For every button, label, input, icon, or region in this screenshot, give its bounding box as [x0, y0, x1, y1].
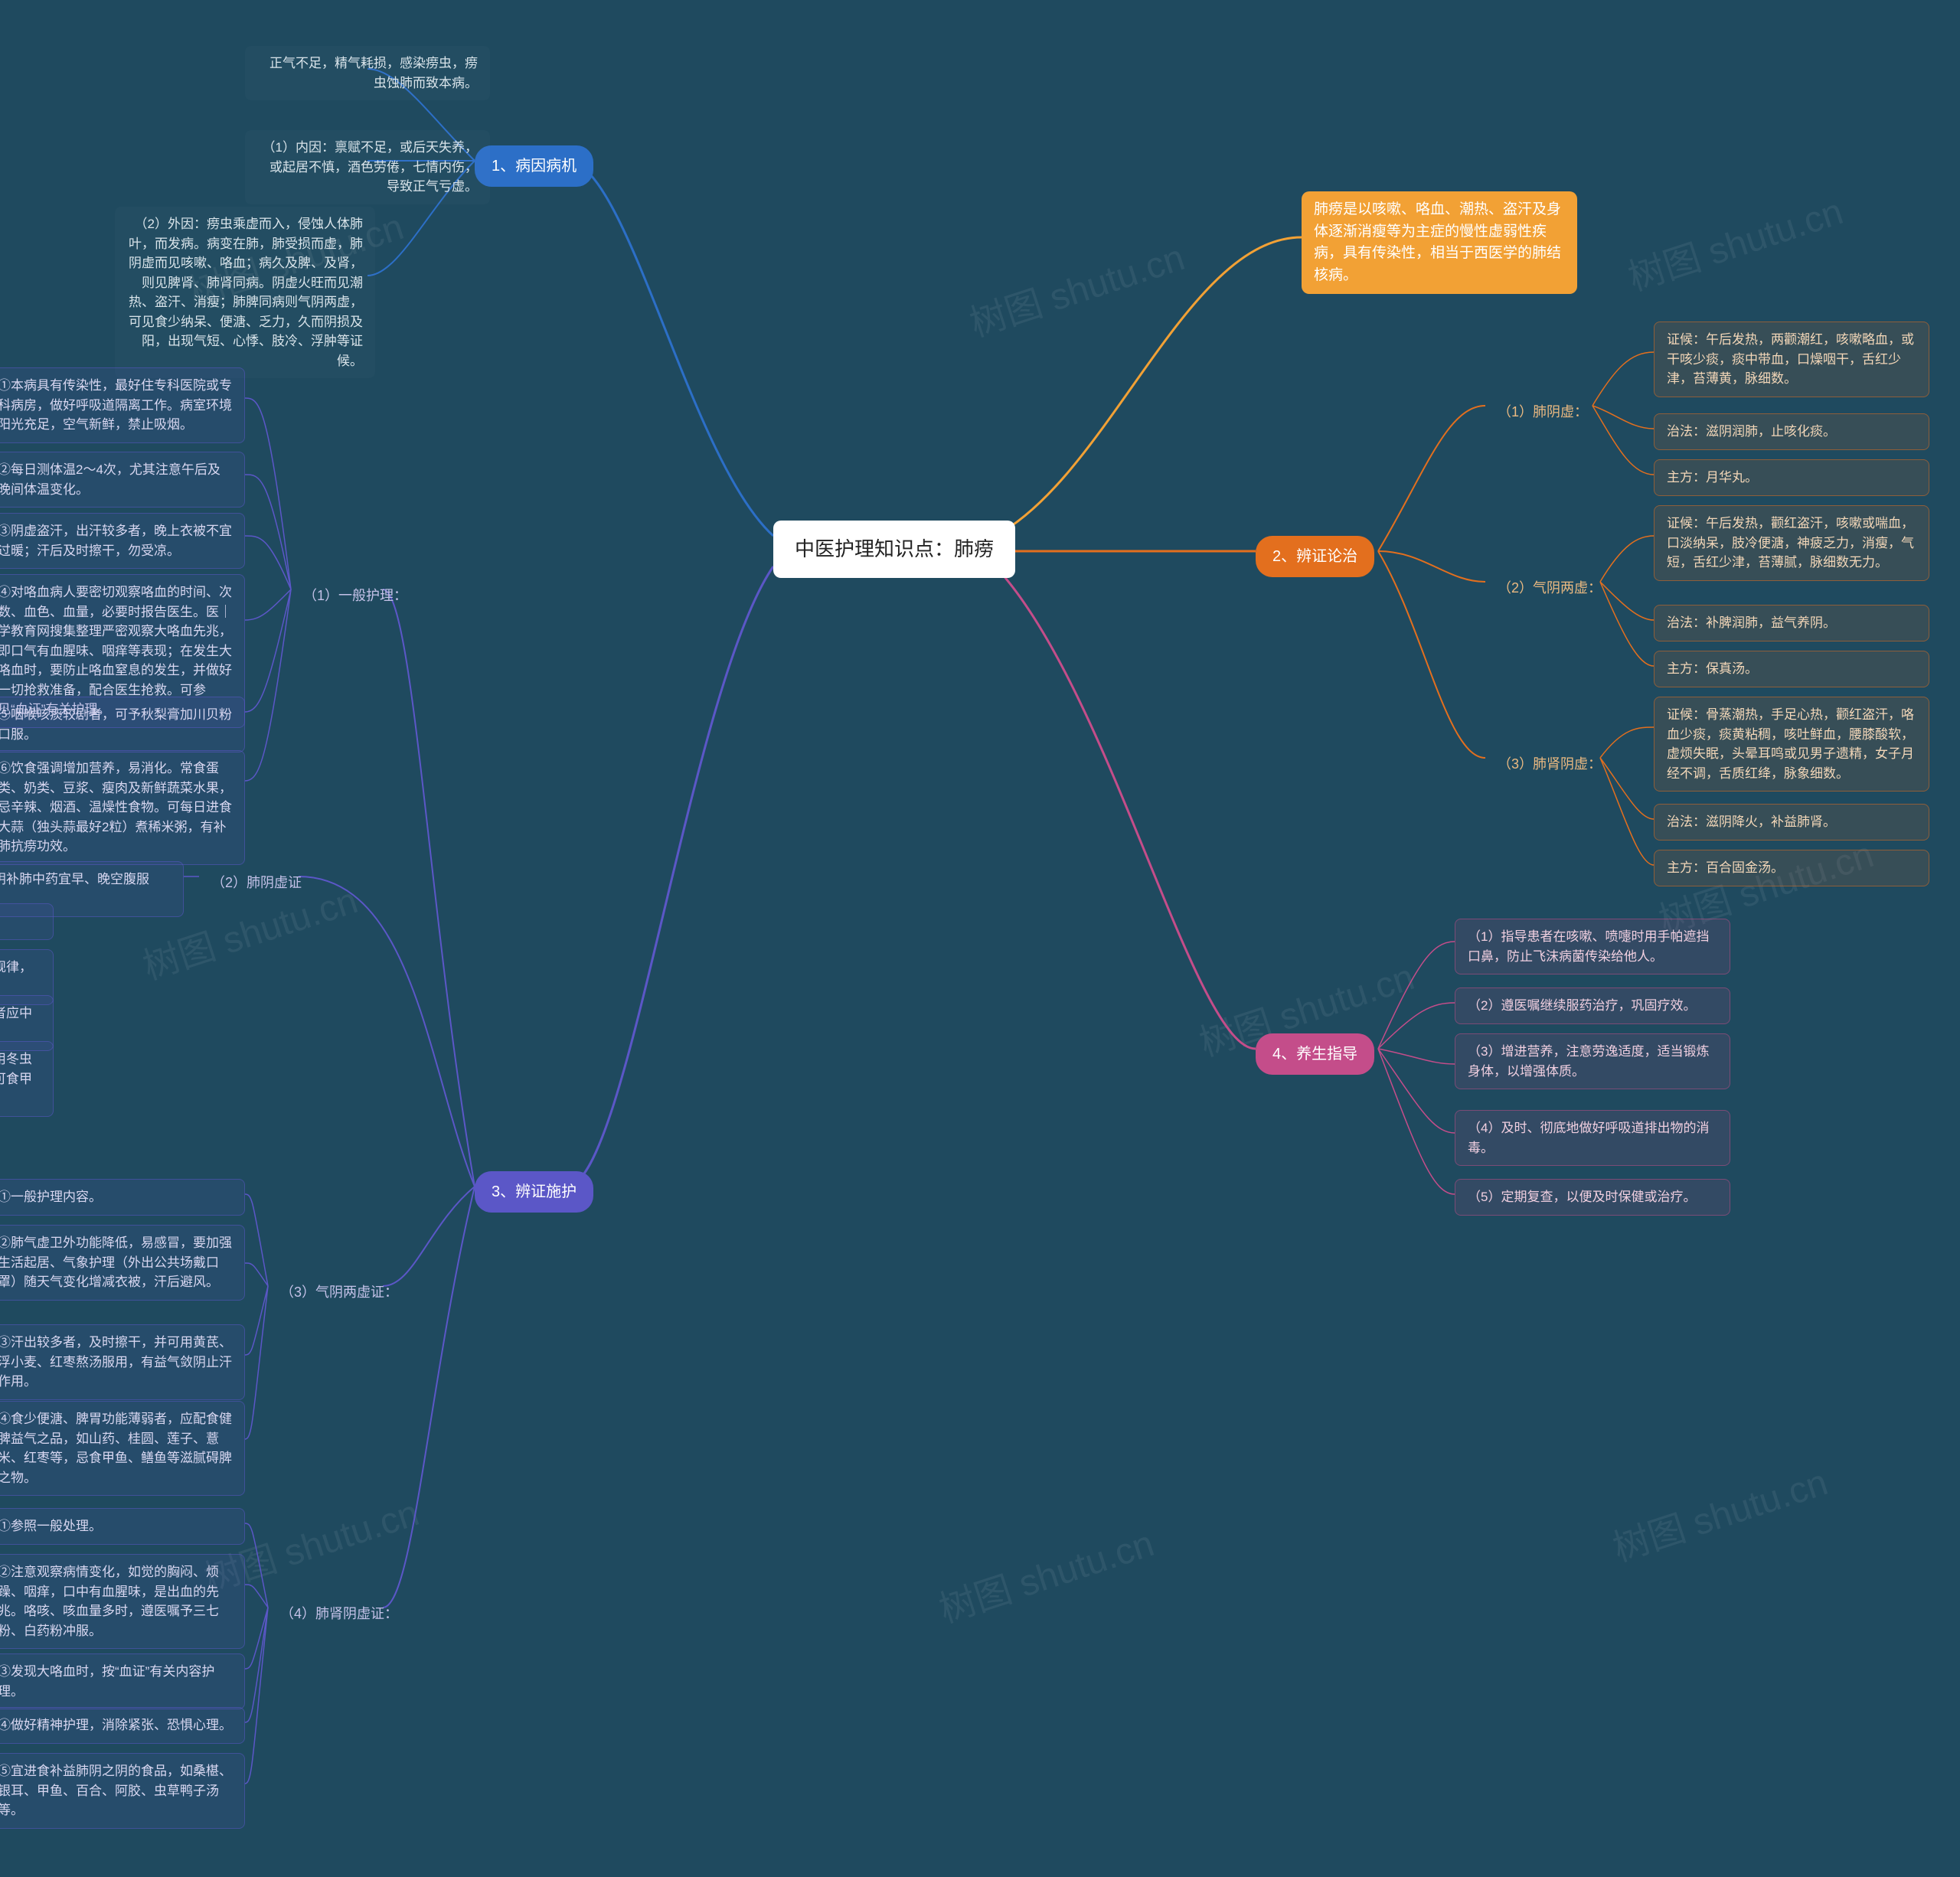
branch1-item: （2）外因：痨虫乘虚而入，侵蚀人体肺叶，而发病。病变在肺，肺受损而虚，肺阴虚而见… — [115, 207, 375, 378]
branch2-leaf: 治法：补脾润肺，益气养阴。 — [1654, 605, 1929, 641]
branch2-leaf: 治法：滋阴降火，补益肺肾。 — [1654, 804, 1929, 841]
branch3-leaf: ②肺气虚卫外功能降低，易感冒，要加强生活起居、气象护理（外出公共场戴口罩）随天气… — [0, 1225, 245, 1301]
branch2-leaf: 主方：百合固金汤。 — [1654, 850, 1929, 886]
branch3-leaf: ⑥饮食强调增加营养，易消化。常食蛋类、奶类、豆浆、瘦肉及新鲜蔬菜水果，忌辛辣、烟… — [0, 750, 245, 865]
branch2-sub[interactable]: （2）气阴两虚： — [1485, 570, 1614, 606]
branch1-title[interactable]: 1、病因病机 — [475, 145, 593, 187]
branch4-title[interactable]: 4、养生指导 — [1256, 1033, 1374, 1075]
branch3-leaf: ②注意观察病情变化，如觉的胸闷、烦躁、咽痒，口中有血腥味，是出血的先兆。咯咳、咳… — [0, 1554, 245, 1649]
branch3-leaf: ③汗出较多者，及时擦干，并可用黄芪、浮小麦、红枣熬汤服用，有益气敛阴止汗作用。 — [0, 1324, 245, 1400]
branch2-leaf: 主方：保真汤。 — [1654, 651, 1929, 687]
branch3-leaf: ①参照一般处理。 — [0, 1508, 245, 1545]
branch2-leaf: 证候：午后发热，颧红盗汗，咳嗽或喘血，口淡纳呆，肢冷便溏，神疲乏力，消瘦，气短，… — [1654, 505, 1929, 581]
watermark: 树图 shutu.cn — [1620, 181, 1848, 301]
branch3-title[interactable]: 3、辨证施护 — [475, 1171, 593, 1213]
branch4-leaf: （5）定期复查，以便及时保健或治疗。 — [1455, 1179, 1730, 1216]
branch3-sub[interactable]: （4）肺肾阴虚证： — [268, 1596, 410, 1632]
branch3-leaf: ⑤咽喉咳痰较剧者，可予秋梨膏加川贝粉口服。 — [0, 697, 245, 752]
branch3-sub[interactable]: （1）一般护理： — [291, 578, 420, 614]
branch4-leaf: （2）遵医嘱继续服药治疗，巩固疗效。 — [1455, 987, 1730, 1024]
branch2-leaf: 主方：月华丸。 — [1654, 459, 1929, 496]
branch2-title[interactable]: 2、辨证论治 — [1256, 536, 1374, 577]
branch2-sub[interactable]: （1）肺阴虚： — [1485, 394, 1600, 430]
branch1-item: 正气不足，精气耗损，感染痨虫，痨虫蚀肺而致本病。 — [245, 46, 490, 100]
branch3-leaf: ②每日测体温2～4次，尤其注意午后及晚间体温变化。 — [0, 452, 245, 508]
branch3-leaf: ④配合食疗进补，如冬季可用冬虫夏草炖母鸭，食肉喝汤，也可食甲鱼汤。 — [0, 1041, 54, 1117]
watermark: 树图 shutu.cn — [931, 1513, 1159, 1633]
branch3-leaf: ③发现大咯血时，按“血证”有关内容护理。 — [0, 1653, 245, 1709]
branch3-sub[interactable]: （3）气阴两虚证： — [268, 1275, 410, 1311]
branch1-item: （1）内因：禀赋不足，或后天失养，或起居不慎，酒色劳倦，七情内伤，导致正气亏虚。 — [245, 130, 490, 204]
branch3-leaf: ①一般护理。 — [0, 903, 54, 940]
watermark: 树图 shutu.cn — [962, 227, 1190, 347]
watermark: 树图 shutu.cn — [1605, 1452, 1833, 1572]
branch3-leaf: ④食少便溏、脾胃功能薄弱者，应配食健脾益气之品，如山药、桂圆、莲子、薏米、红枣等… — [0, 1401, 245, 1496]
branch2-leaf: 治法：滋阴润肺，止咳化痰。 — [1654, 413, 1929, 450]
branch3-leaf: ③阴虚盗汗，出汗较多者，晚上衣被不宜过暖；汗后及时擦干，勿受凉。 — [0, 513, 245, 569]
branch4-leaf: （4）及时、彻底地做好呼吸道排出物的消毒。 — [1455, 1110, 1730, 1166]
branch3-leaf: ④做好精神护理，消除紧张、恐惧心理。 — [0, 1707, 245, 1744]
branch4-leaf: （3）增进营养，注意劳逸适度，适当锻炼身体，以增强体质。 — [1455, 1033, 1730, 1089]
branch2-leaf: 证候：午后发热，两颧潮红，咳嗽略血，或干咳少痰，痰中带血，口燥咽干，舌红少津，苔… — [1654, 322, 1929, 397]
branch3-leaf: ①本病具有传染性，最好住专科医院或专科病房，做好呼吸道隔离工作。病室环境阳光充足… — [0, 367, 245, 443]
branch3-leaf: ①一般护理内容。 — [0, 1179, 245, 1216]
branch4-leaf: （1）指导患者在咳嗽、喷嚏时用手帕遮挡口鼻，防止飞沫病菌传染给他人。 — [1455, 919, 1730, 974]
branch3-leaf: ⑤宜进食补益肺阴之阴的食品，如桑椹、银耳、甲鱼、百合、阿胶、虫草鸭子汤等。 — [0, 1753, 245, 1829]
branch2-leaf: 证候：骨蒸潮热，手足心热，颧红盗汗，咯血少痰，痰黄粘稠，咳吐鲜血，腰膝酸软，虚烦… — [1654, 697, 1929, 792]
intro-box[interactable]: 肺痨是以咳嗽、咯血、潮热、盗汗及身体逐渐消瘦等为主症的慢性虚弱性疾病，具有传染性… — [1302, 191, 1577, 294]
center-topic[interactable]: 中医护理知识点：肺痨 — [773, 521, 1015, 578]
branch3-sub[interactable]: （2）肺阴虚证 — [199, 865, 314, 901]
branch2-sub[interactable]: （3）肺肾阴虚： — [1485, 746, 1614, 782]
